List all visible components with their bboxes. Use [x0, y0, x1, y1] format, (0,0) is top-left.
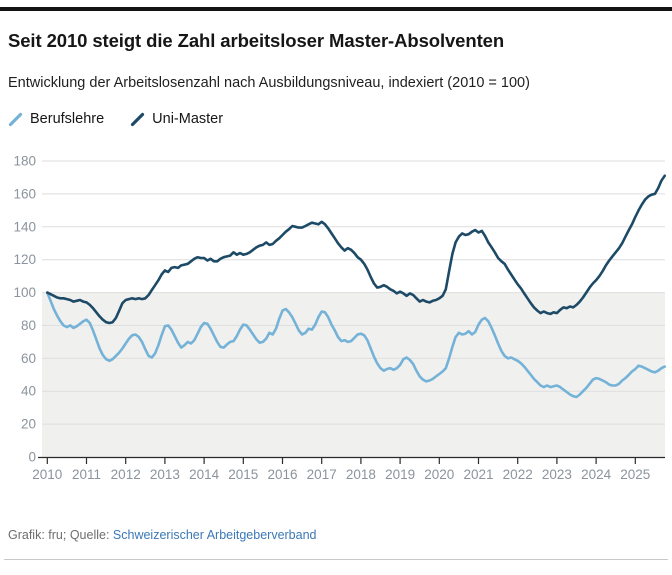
line-swatch-icon	[131, 112, 145, 126]
chart-subtitle: Entwicklung der Arbeitslosenzahl nach Au…	[8, 75, 530, 92]
svg-text:2012: 2012	[111, 467, 141, 482]
legend-label: Berufslehre	[30, 111, 105, 128]
svg-text:180: 180	[13, 154, 36, 169]
chart-credit: Grafik: fru; Quelle: Schweizerischer Arb…	[8, 528, 664, 542]
svg-text:2016: 2016	[267, 467, 297, 482]
svg-text:20: 20	[21, 417, 36, 432]
svg-text:2020: 2020	[424, 467, 454, 482]
bottom-divider	[4, 559, 668, 561]
svg-text:2013: 2013	[150, 467, 180, 482]
chart-canvas: 0 20 40 60 80 100 120 140 160 180 2010 2011 2012 2013…	[13, 154, 667, 482]
svg-text:2022: 2022	[503, 467, 533, 482]
svg-text:2024: 2024	[581, 467, 612, 482]
svg-text:2023: 2023	[542, 467, 572, 482]
svg-text:140: 140	[13, 219, 36, 234]
credit-text: Grafik: fru; Quelle:	[8, 528, 113, 543]
svg-text:60: 60	[21, 351, 36, 366]
svg-text:2019: 2019	[385, 467, 415, 482]
svg-text:2021: 2021	[463, 467, 493, 482]
legend-item-uni-master: Uni-Master	[130, 111, 223, 127]
svg-text:0: 0	[28, 450, 36, 465]
svg-text:120: 120	[13, 252, 36, 267]
unemployment-index-chart: 0 20 40 60 80 100 120 140 160 180 2010 2011 2012 2013…	[0, 153, 672, 490]
legend-label: Uni-Master	[152, 111, 224, 128]
svg-text:2015: 2015	[228, 467, 258, 482]
svg-text:80: 80	[21, 318, 36, 333]
svg-text:2014: 2014	[189, 467, 220, 482]
svg-text:2017: 2017	[307, 467, 337, 482]
page-title: Seit 2010 steigt die Zahl arbeitsloser M…	[8, 30, 505, 51]
svg-text:40: 40	[21, 384, 36, 399]
svg-text:2010: 2010	[32, 467, 62, 482]
top-accent-bar	[0, 7, 672, 11]
chart-legend: Berufslehre Uni-Master	[8, 111, 664, 127]
svg-text:2011: 2011	[72, 467, 101, 482]
source-link[interactable]: Schweizerischer Arbeitgeberverband	[112, 528, 317, 543]
line-swatch-icon	[8, 112, 23, 126]
svg-text:2025: 2025	[620, 467, 650, 482]
svg-text:2018: 2018	[346, 467, 376, 482]
svg-text:160: 160	[13, 187, 36, 202]
legend-item-berufslehre: Berufslehre	[8, 111, 104, 127]
svg-text:100: 100	[13, 285, 36, 300]
